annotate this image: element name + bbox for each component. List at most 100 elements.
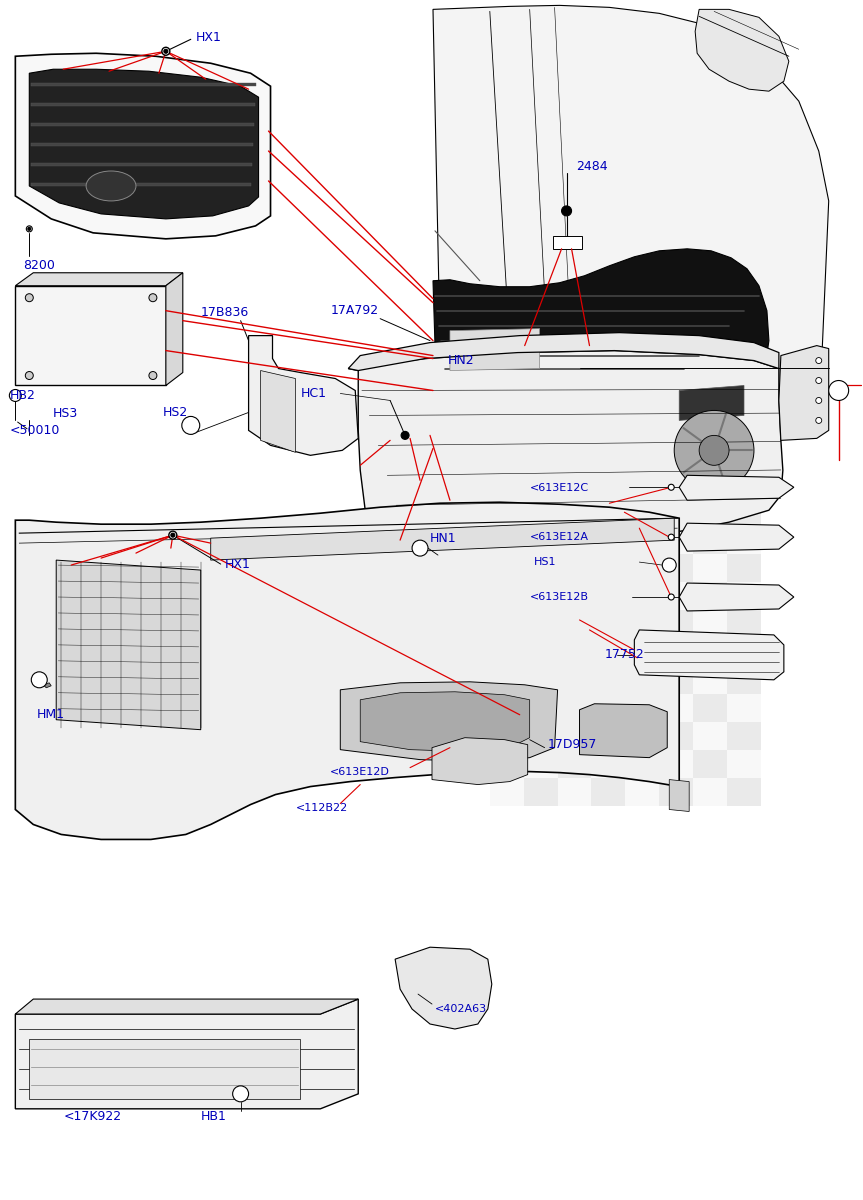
Bar (557, 582, 591, 610)
Circle shape (149, 294, 157, 301)
Polygon shape (349, 332, 779, 371)
Text: HC1: HC1 (300, 386, 326, 400)
Circle shape (164, 49, 167, 53)
Circle shape (26, 226, 32, 232)
Bar (524, 498, 557, 526)
Bar (524, 666, 557, 694)
Polygon shape (679, 583, 794, 611)
Polygon shape (552, 236, 582, 248)
Bar (524, 610, 557, 638)
Circle shape (674, 410, 754, 491)
Bar (524, 582, 557, 610)
Bar (693, 666, 727, 694)
Polygon shape (31, 83, 255, 86)
Bar (626, 721, 659, 750)
Polygon shape (779, 346, 828, 440)
Bar (524, 470, 557, 498)
Bar (557, 470, 591, 498)
Bar (659, 470, 693, 498)
Bar (490, 750, 524, 778)
Polygon shape (31, 124, 254, 126)
Text: 8200: 8200 (23, 259, 55, 272)
Bar (591, 610, 626, 638)
Bar (626, 750, 659, 778)
Bar (693, 470, 727, 498)
Bar (659, 666, 693, 694)
Polygon shape (16, 1000, 358, 1109)
Bar (693, 694, 727, 721)
Bar (557, 666, 591, 694)
Polygon shape (679, 475, 794, 500)
Bar (591, 526, 626, 554)
Bar (727, 778, 761, 805)
Polygon shape (31, 143, 253, 146)
Bar (557, 778, 591, 805)
Circle shape (668, 485, 674, 491)
Bar (490, 582, 524, 610)
Circle shape (236, 1090, 244, 1098)
Polygon shape (31, 163, 252, 166)
Circle shape (412, 540, 428, 556)
Bar (557, 638, 591, 666)
Bar (524, 694, 557, 721)
Text: 17A792: 17A792 (331, 304, 379, 317)
Bar (659, 554, 693, 582)
Bar (490, 778, 524, 805)
Bar (524, 721, 557, 750)
Polygon shape (56, 560, 201, 730)
Bar (727, 582, 761, 610)
Text: 17B836: 17B836 (201, 306, 249, 319)
Bar (659, 778, 693, 805)
Polygon shape (16, 53, 270, 239)
Bar (591, 638, 626, 666)
Circle shape (31, 672, 47, 688)
Bar (727, 498, 761, 526)
Text: <613E12C: <613E12C (530, 484, 589, 493)
Polygon shape (360, 691, 530, 751)
Polygon shape (16, 1000, 358, 1014)
Circle shape (12, 392, 18, 398)
Circle shape (668, 534, 674, 540)
Bar (626, 638, 659, 666)
Polygon shape (43, 683, 51, 688)
Bar (626, 582, 659, 610)
Circle shape (186, 421, 195, 430)
Bar (659, 526, 693, 554)
Text: <613E12A: <613E12A (530, 532, 589, 542)
Bar (557, 498, 591, 526)
Bar (591, 694, 626, 721)
Bar (693, 778, 727, 805)
Text: <112B22: <112B22 (295, 803, 348, 812)
Polygon shape (340, 682, 557, 762)
Polygon shape (29, 70, 259, 218)
Text: <17K922: <17K922 (63, 1110, 122, 1123)
Circle shape (816, 358, 822, 364)
Bar (626, 694, 659, 721)
Ellipse shape (86, 170, 136, 200)
Circle shape (401, 431, 409, 439)
Bar (557, 554, 591, 582)
Bar (557, 721, 591, 750)
Polygon shape (679, 523, 794, 551)
Bar (727, 554, 761, 582)
Polygon shape (16, 286, 166, 385)
Text: <613E12B: <613E12B (530, 592, 589, 602)
Bar (557, 526, 591, 554)
Circle shape (162, 47, 170, 55)
Circle shape (28, 227, 31, 230)
Bar (490, 666, 524, 694)
Bar (490, 498, 524, 526)
Bar (591, 470, 626, 498)
Circle shape (668, 594, 674, 600)
Circle shape (182, 416, 199, 434)
Bar (693, 526, 727, 554)
Circle shape (562, 206, 571, 216)
Bar (524, 554, 557, 582)
Text: <402A63: <402A63 (435, 1004, 487, 1014)
Bar (693, 610, 727, 638)
Polygon shape (211, 518, 674, 560)
Circle shape (9, 390, 22, 402)
Polygon shape (16, 272, 183, 286)
Bar (557, 610, 591, 638)
Bar (659, 694, 693, 721)
